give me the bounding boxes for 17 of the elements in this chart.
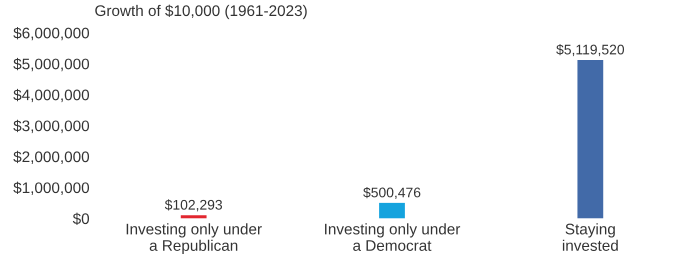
data-label: $500,476 xyxy=(363,186,420,200)
x-tick-label: Staying invested xyxy=(562,223,618,251)
y-tick-label: $3,000,000 xyxy=(13,120,90,134)
bar xyxy=(577,60,604,218)
x-tick-label: Investing only under a Democrat xyxy=(325,223,460,251)
data-label: $5,119,520 xyxy=(556,44,624,56)
y-tick-label: $0 xyxy=(72,212,90,225)
y-tick-label: $4,000,000 xyxy=(13,88,90,102)
bar xyxy=(180,215,207,218)
y-tick-label: $2,000,000 xyxy=(13,150,90,164)
bar xyxy=(379,202,405,218)
y-tick-label: $5,000,000 xyxy=(13,58,90,72)
chart-title: Growth of $10,000 (1961-2023) xyxy=(95,4,307,20)
y-tick-label: $6,000,000 xyxy=(13,26,90,40)
x-tick-label: Investing only under a Republican xyxy=(126,223,262,254)
y-tick-label: $1,000,000 xyxy=(13,182,90,195)
data-label: $102,293 xyxy=(164,199,222,212)
